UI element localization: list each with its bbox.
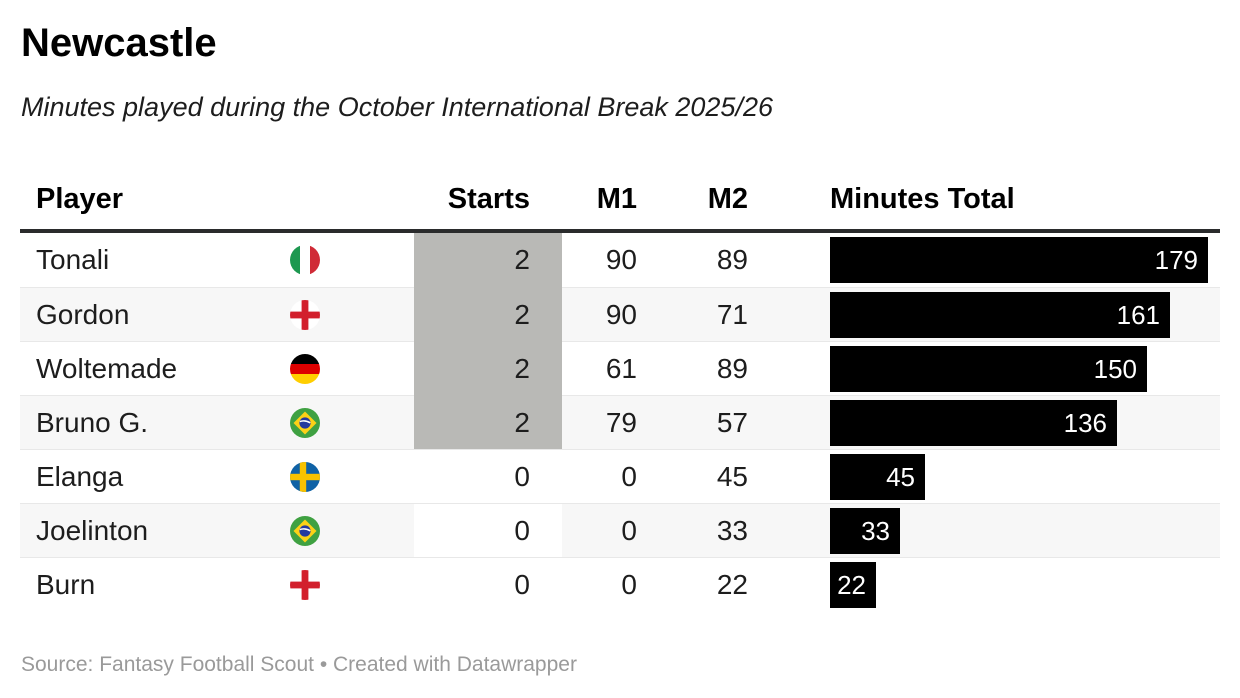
minutes-total-bar-cell: 150: [810, 342, 1220, 395]
m1-value: 0: [621, 460, 637, 492]
player-name: Gordon: [36, 298, 130, 330]
minutes-total-value: 161: [1116, 299, 1160, 330]
flag-sweden-icon: [290, 450, 320, 503]
player-name: Elanga: [36, 460, 124, 492]
minutes-total-bar-cell: 22: [810, 558, 1220, 611]
minutes-total-value: 150: [1093, 353, 1137, 384]
flag-italy-icon: [290, 233, 320, 287]
table-body: Tonali 2 90 89 179 Gordon 2 90 71 161 Woltemade 2 61…: [20, 233, 1220, 611]
m2-value: 22: [716, 568, 748, 600]
starts-value: 2: [414, 288, 562, 341]
m1-value: 79: [605, 406, 637, 438]
minutes-total-bar-cell: 33: [810, 504, 1220, 557]
m2-value: 45: [716, 460, 748, 492]
flag-england-icon: [290, 288, 320, 341]
minutes-total-bar-cell: 45: [810, 450, 1220, 503]
column-header-minutes-total: Minutes Total: [830, 183, 1015, 215]
minutes-table: Player Starts M1 M2 Minutes Total Tonali…: [20, 172, 1220, 611]
minutes-total-bar-cell: 161: [810, 288, 1220, 341]
player-name: Woltemade: [36, 352, 178, 384]
m2-value: 71: [716, 298, 748, 330]
column-header-m1: M1: [596, 183, 637, 215]
minutes-total-bar: 161: [830, 291, 1170, 338]
starts-value: 2: [414, 396, 562, 449]
starts-value: 2: [414, 233, 562, 287]
minutes-total-bar-cell: 179: [810, 233, 1220, 287]
starts-value: 0: [414, 504, 562, 557]
minutes-total-bar: 45: [830, 453, 925, 500]
flag-brazil-icon: [290, 504, 320, 557]
minutes-total-bar: 150: [830, 345, 1147, 392]
player-name: Tonali: [36, 244, 110, 275]
starts-value: 0: [414, 450, 562, 503]
table-row: Joelinton 0 0 33 33: [20, 503, 1220, 557]
column-header-player: Player: [36, 183, 124, 215]
minutes-total-bar-cell: 136: [810, 396, 1220, 449]
minutes-total-value: 45: [886, 461, 915, 492]
minutes-total-value: 33: [861, 515, 890, 546]
minutes-total-bar: 179: [830, 237, 1208, 283]
table-row: Elanga 0 0 45 45: [20, 449, 1220, 503]
player-name: Joelinton: [36, 514, 149, 546]
minutes-total-value: 22: [837, 569, 866, 600]
minutes-total-bar: 22: [830, 561, 876, 608]
flag-brazil-icon: [290, 396, 320, 449]
page-title: Newcastle: [21, 21, 217, 65]
m1-value: 0: [621, 514, 637, 546]
starts-value: 0: [414, 558, 562, 611]
minutes-total-value: 179: [1154, 245, 1198, 275]
minutes-total-bar: 33: [830, 507, 900, 554]
starts-value: 2: [414, 342, 562, 395]
column-header-m2: M2: [707, 183, 748, 215]
m2-value: 57: [716, 406, 748, 438]
m2-value: 89: [716, 352, 748, 384]
player-name: Bruno G.: [36, 406, 149, 438]
table-header-row: Player Starts M1 M2 Minutes Total: [20, 172, 1220, 233]
player-name: Burn: [36, 568, 96, 600]
source-attribution: Source: Fantasy Football Scout • Created…: [21, 653, 577, 676]
flag-england-icon: [290, 558, 320, 611]
m2-value: 89: [716, 244, 748, 275]
table-row: Woltemade 2 61 89 150: [20, 341, 1220, 395]
minutes-total-value: 136: [1063, 407, 1107, 438]
m1-value: 0: [621, 568, 637, 600]
m1-value: 90: [605, 298, 637, 330]
m2-value: 33: [716, 514, 748, 546]
table-row: Burn 0 0 22 22: [20, 557, 1220, 611]
flag-germany-icon: [290, 342, 320, 395]
table-row: Bruno G. 2 79 57 136: [20, 395, 1220, 449]
minutes-total-bar: 136: [830, 399, 1117, 446]
m1-value: 61: [605, 352, 637, 384]
table-row: Gordon 2 90 71 161: [20, 287, 1220, 341]
m1-value: 90: [605, 244, 637, 275]
column-header-starts: Starts: [447, 183, 530, 215]
page-subtitle: Minutes played during the October Intern…: [21, 92, 773, 122]
table-row: Tonali 2 90 89 179: [20, 233, 1220, 287]
